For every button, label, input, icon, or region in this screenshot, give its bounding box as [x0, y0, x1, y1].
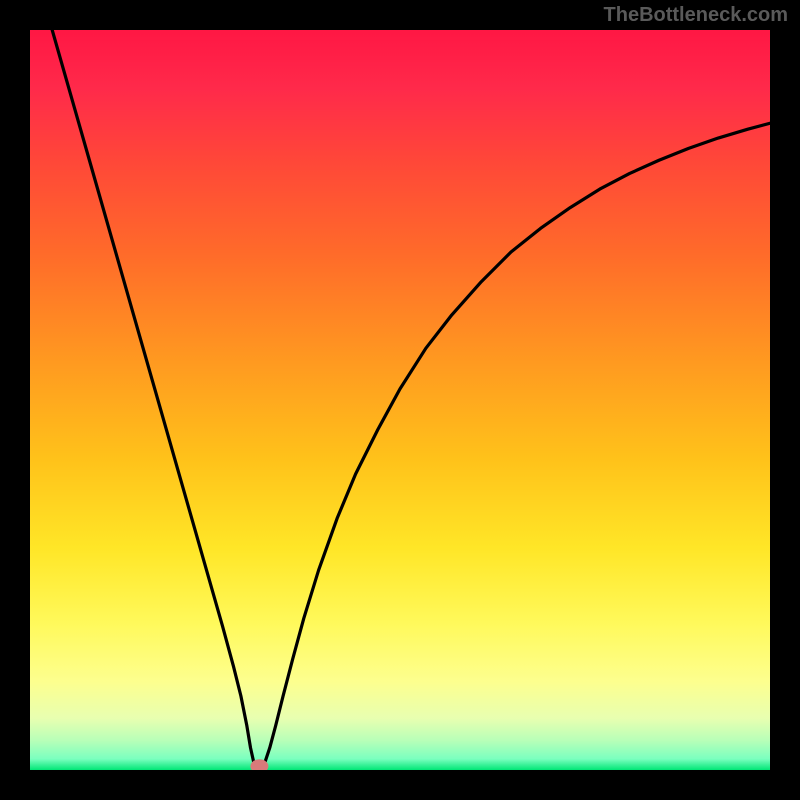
plot-area [30, 30, 770, 770]
bottleneck-curve [52, 30, 770, 770]
watermark: TheBottleneck.com [604, 4, 788, 27]
curve-layer [30, 30, 770, 770]
